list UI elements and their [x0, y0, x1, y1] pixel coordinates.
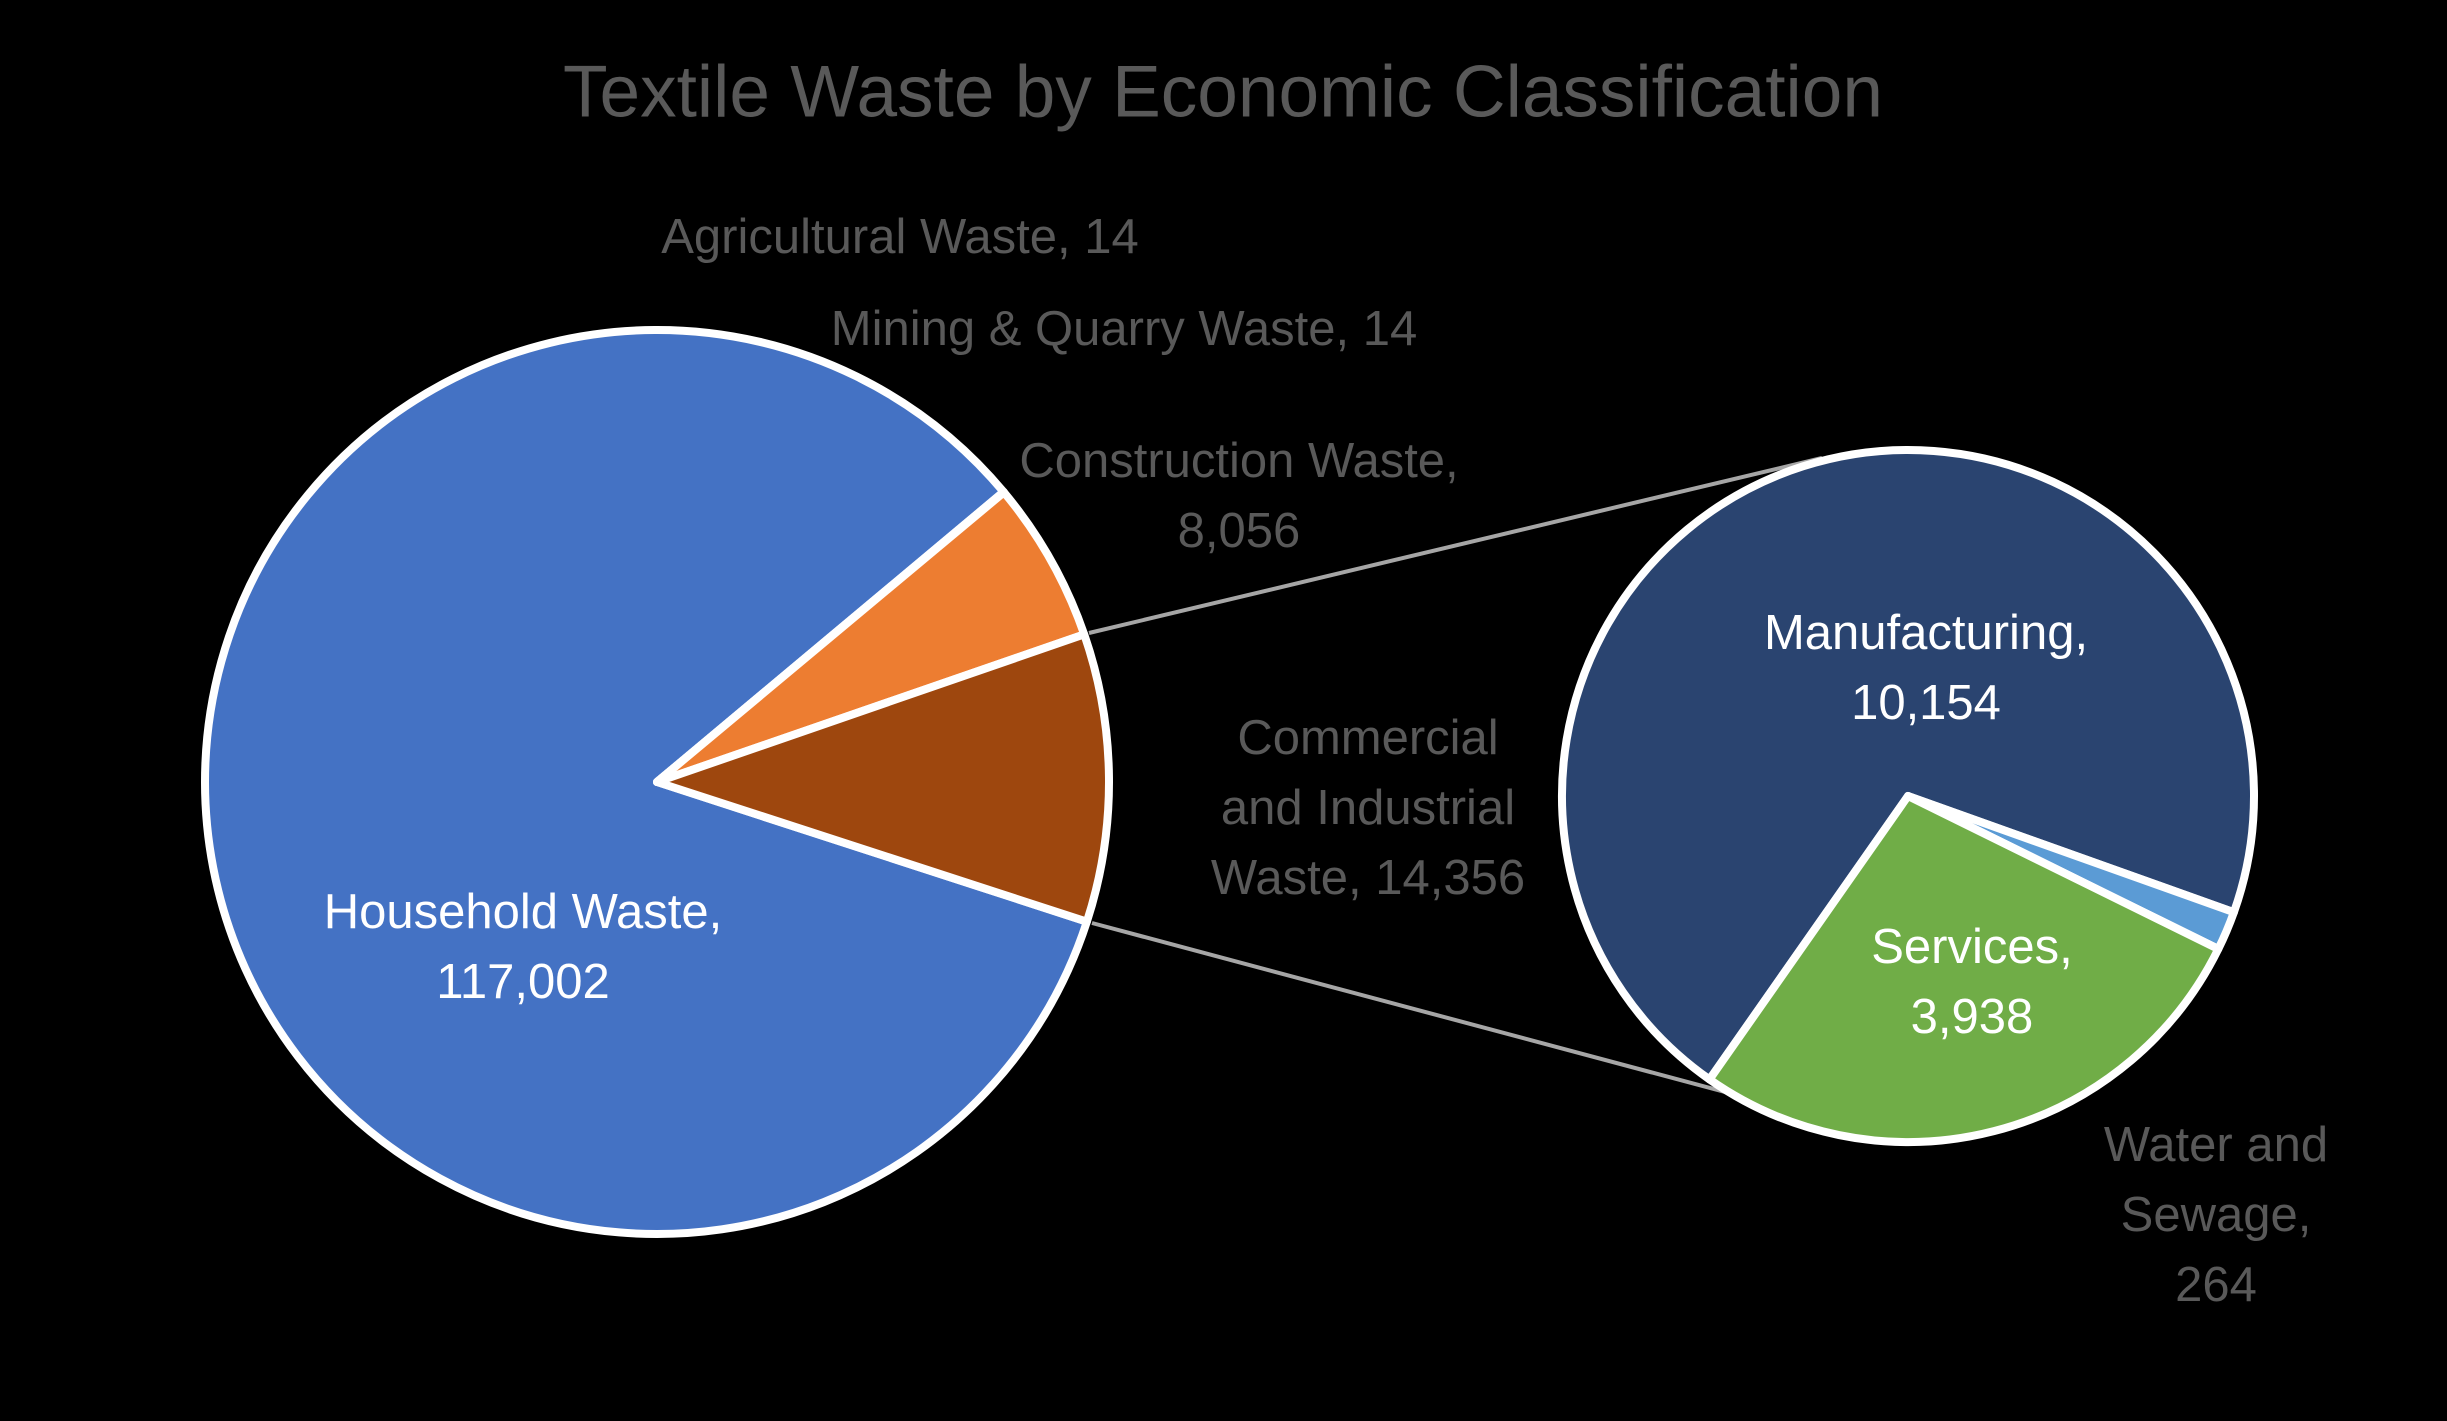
label-services: Services, 3,938 [1871, 920, 2073, 1044]
pie-slice-manufacturing [1558, 446, 2258, 1084]
pie-slice-household-waste [201, 326, 1091, 1238]
pie-slice-construction-waste [653, 488, 1089, 786]
label-mining-quarry-waste: Mining & Quarry Waste, 14 [830, 302, 1418, 356]
label-agricultural-waste: Agricultural Waste, 14 [661, 210, 1139, 264]
pie-slice-commercial-and-industrial-waste [653, 630, 1113, 926]
connector-line [1091, 921, 1786, 1110]
chart-title: Textile Waste by Economic Classification [563, 51, 1883, 133]
label-water-and-sewage: Water and Sewage, 264 [2103, 1118, 2329, 1312]
pie-slice-services [1705, 792, 2223, 1146]
connector-line [1088, 456, 1823, 635]
label-commercial-industrial-waste: Commercial and Industrial Waste, 14,356 [1210, 711, 1526, 905]
label-household-waste: Household Waste, 117,002 [323, 885, 723, 1009]
label-manufacturing: Manufacturing, 10,154 [1763, 606, 2089, 730]
label-construction-waste: Construction Waste, 8,056 [1019, 434, 1459, 558]
